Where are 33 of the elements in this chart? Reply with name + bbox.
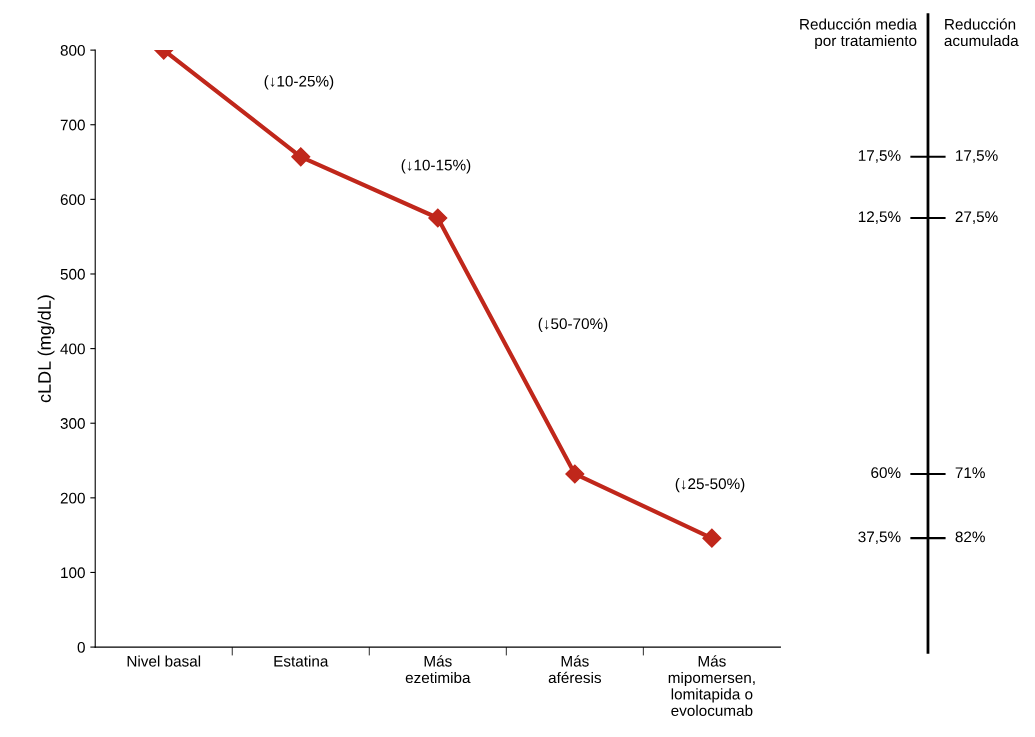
y-axis-title: cLDL (mg/dL) (37, 295, 55, 403)
text: 27,5% (955, 211, 998, 224)
point (565, 464, 585, 484)
y-tick-label: 100 (61, 567, 85, 579)
annotation: (↓25-50%) (675, 477, 745, 493)
x-tick-label: Más ezetimiba (405, 655, 471, 684)
y-tick-label: 600 (60, 194, 85, 206)
y-tick-label: 300 (60, 418, 85, 429)
text: 60% (871, 467, 901, 479)
point (291, 147, 311, 167)
y-tick-label: 400 (60, 343, 85, 355)
annotation: (↓10-25%) (264, 75, 334, 90)
x-tick-label: Más mipomersen, lomitapida o evolocumab (668, 655, 755, 717)
y-tick-label: 800 (60, 44, 85, 56)
text: 37,5% (858, 531, 901, 545)
text: 82% (955, 531, 985, 543)
y-tick-label: 700 (60, 119, 85, 131)
y-tick-label: 500 (60, 268, 85, 280)
y-tick-label: 200 (60, 492, 85, 504)
point (428, 208, 448, 228)
text: Reducción media por tratamiento (800, 18, 918, 50)
text: 17,5% (858, 150, 901, 163)
text: 71% (955, 467, 985, 479)
x-tick-label: Nivel basal (127, 655, 201, 667)
annotation: (↓50-70%) (538, 317, 608, 333)
point (702, 528, 722, 548)
annotation: (↓10-15%) (401, 159, 471, 174)
x-tick-label: Más aféresis (548, 655, 602, 684)
text: Reducción acumulada (944, 18, 1019, 47)
text: 17,5% (956, 150, 998, 163)
y-tick-label: 0 (77, 641, 85, 653)
x-tick-label: Estatina (274, 655, 329, 667)
text: 12,5% (858, 211, 901, 224)
